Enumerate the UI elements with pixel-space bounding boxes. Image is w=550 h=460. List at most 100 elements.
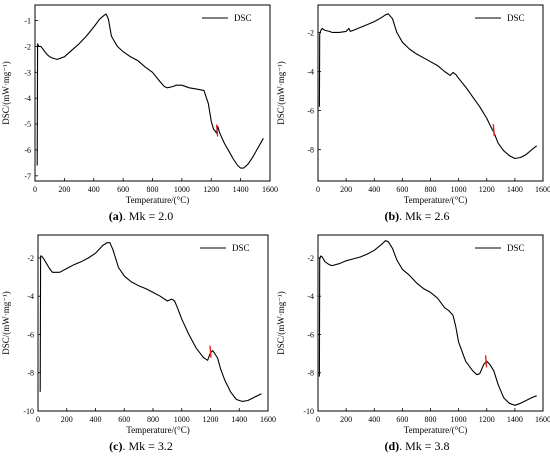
x-tick-label-c-2: 400 [90,415,102,424]
y-tick-label-c-1: -4 [27,292,34,301]
chart-a: 0 200 400 600 800 1000 1200 1400 1600 -1 -2 -3 -4 -5 -… [1,4,278,205]
y-tick-label-b-3: -8 [307,146,314,155]
chart-b: 0 200 400 600 800 1000 1200 1400 1600 -2 -4 -6 -8 Tem… [276,4,550,205]
caption-a: (a). Mk = 2.0 [109,209,173,224]
x-tick-label-c-4: 800 [147,415,159,424]
panel-b: 0 200 400 600 800 1000 1200 1400 1600 -2 -4 -6 -8 Tem… [275,0,550,230]
x-tick-label-a-1: 200 [58,185,70,194]
y-tick-label-c-3: -8 [27,369,34,378]
panel-c: 0 200 400 600 800 1000 1200 1400 1600 -2 -4 -6 -8 -10… [0,230,276,460]
caption-c: (c). Mk = 3.2 [109,439,173,454]
x-tick-label-d-3: 600 [396,415,408,424]
x-tick-label-b-7: 1400 [507,185,523,194]
x-axis-label-d: Temperature/(°C) [404,425,467,435]
x-tick-label-a-4: 800 [147,185,159,194]
plot-frame-a [34,4,271,182]
caption-c-text: . Mk = 3.2 [122,439,173,453]
y-axis-label-c: DSC/(mW·mg⁻¹) [1,291,11,354]
dsc-series-line-b [318,13,538,160]
caption-a-letter: (a) [108,209,123,223]
x-tick-label-d-2: 400 [368,415,380,424]
caption-b-letter: (b) [384,209,400,223]
y-tick-label-c-4: -10 [23,407,34,416]
y-tick-label-a-3: -4 [24,94,31,103]
x-tick-label-c-5: 1000 [174,415,190,424]
dsc-series-line-d [318,240,537,406]
x-axis-label-c: Temperature/(°C) [126,425,189,435]
x-tick-label-c-1: 200 [61,415,73,424]
caption-b: (b). Mk = 2.6 [384,209,449,224]
peak-marker-a [215,124,219,137]
y-tick-label-c-0: -2 [27,254,34,263]
y-tick-label-c-2: -6 [27,330,34,339]
peak-marker-c [209,345,212,358]
y-tick-label-d-3: -8 [307,369,314,378]
y-axis-label-b: DSC/(mW·mg⁻¹) [276,61,286,124]
panel-a: 0 200 400 600 800 1000 1200 1400 1600 -1 -2 -3 -4 -5 -… [0,0,278,230]
x-tick-label-d-8: 1600 [535,415,550,424]
x-tick-label-c-7: 1400 [231,415,247,424]
dsc-series-line-c [39,242,262,402]
x-tick-label-b-4: 800 [425,185,437,194]
legend-label-c: DSC [232,243,250,253]
panel-d: 0 200 400 600 800 1000 1200 1400 1600 -2 -4 -6 -8 -10… [275,230,550,460]
x-axis-label-b: Temperature/(°C) [404,195,467,205]
x-tick-label-d-7: 1400 [507,415,523,424]
y-tick-label-a-5: -6 [24,146,31,155]
y-tick-label-d-4: -10 [303,407,314,416]
dsc-series-line-a [36,13,264,169]
caption-a-text: . Mk = 2.0 [122,209,174,223]
x-tick-label-b-8: 1600 [535,185,550,194]
peak-marker-b [492,124,495,137]
x-tick-label-c-8: 1600 [260,415,276,424]
x-tick-label-b-0: 0 [316,185,320,194]
x-tick-label-d-4: 800 [425,415,437,424]
x-tick-label-b-6: 1200 [479,185,495,194]
y-tick-label-d-0: -2 [307,254,314,263]
x-axis-label-a: Temperature/(°C) [126,195,189,205]
legend-label-b: DSC [507,13,525,23]
x-tick-label-a-0: 0 [33,185,37,194]
plot-frame-c [37,234,269,412]
x-tick-label-a-7: 1400 [233,185,249,194]
chart-c: 0 200 400 600 800 1000 1200 1400 1600 -2 -4 -6 -8 -10… [1,234,276,435]
legend-label-a: DSC [234,13,252,23]
y-tick-label-a-4: -5 [24,120,31,129]
y-axis-label-d: DSC/(mW·mg⁻¹) [276,291,286,354]
caption-b-text: . Mk = 2.6 [399,209,450,223]
caption-d-text: . Mk = 3.8 [399,439,450,453]
caption-d: (d). Mk = 3.8 [384,439,449,454]
legend-label-d: DSC [507,243,525,253]
x-tick-label-d-1: 200 [340,415,352,424]
y-tick-label-a-0: -1 [24,17,31,26]
x-tick-label-b-1: 200 [340,185,352,194]
peak-marker-d [484,355,488,368]
y-axis-label-a: DSC/(mW·mg⁻¹) [1,61,11,124]
y-tick-label-b-1: -4 [307,67,314,76]
y-tick-label-b-0: -2 [307,28,314,37]
x-tick-label-b-5: 1000 [451,185,467,194]
x-tick-label-a-2: 400 [88,185,100,194]
caption-c-letter: (c) [109,439,123,453]
x-tick-label-c-3: 600 [118,415,130,424]
x-tick-label-a-6: 1200 [203,185,219,194]
y-tick-label-d-2: -6 [307,330,314,339]
x-tick-label-a-3: 600 [117,185,129,194]
x-tick-label-b-3: 600 [396,185,408,194]
x-tick-label-d-6: 1200 [479,415,495,424]
x-tick-label-a-5: 1000 [174,185,190,194]
plot-frame-d [317,234,544,412]
y-tick-label-a-1: -2 [24,42,31,51]
x-tick-label-a-8: 1600 [262,185,278,194]
x-tick-label-d-5: 1000 [451,415,467,424]
x-tick-label-d-0: 0 [316,415,320,424]
y-tick-label-d-1: -4 [307,292,314,301]
y-tick-label-a-6: -7 [24,172,31,181]
y-tick-label-a-2: -3 [24,68,31,77]
chart-d: 0 200 400 600 800 1000 1200 1400 1600 -2 -4 -6 -8 -10… [276,234,550,435]
x-tick-label-c-0: 0 [36,415,40,424]
y-tick-label-b-2: -6 [307,107,314,116]
x-tick-label-c-6: 1200 [203,415,219,424]
x-tick-label-b-2: 400 [368,185,380,194]
caption-d-letter: (d) [384,439,400,453]
